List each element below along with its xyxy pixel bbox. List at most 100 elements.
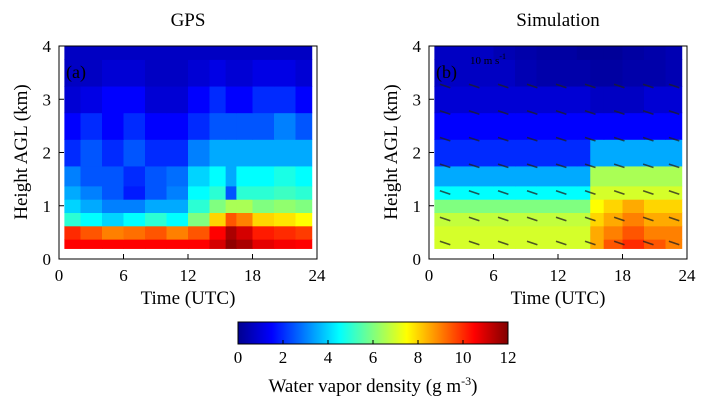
panel-gps-cell (274, 199, 297, 213)
panel-gps-cell (145, 239, 168, 249)
panel-gps-cell (64, 85, 82, 114)
panel-simulation-cell (622, 139, 645, 167)
wind-vector (642, 136, 654, 142)
panel-simulation-cell (450, 199, 473, 213)
panel-simulation-cell (576, 165, 591, 187)
panel-simulation-cell (590, 46, 605, 60)
panel-gps-cell (188, 212, 211, 227)
panel-simulation-ytick-label: 4 (413, 37, 422, 56)
panel-simulation-cell (515, 185, 538, 200)
panel-gps-cell (225, 139, 237, 167)
panel-simulation-cell (450, 212, 473, 227)
panel-gps-cell (274, 139, 297, 167)
panel-gps-cell (123, 165, 146, 187)
panel-gps-cell (225, 85, 237, 114)
panel-simulation-cell (590, 185, 605, 200)
panel-simulation-ylabel: Height AGL (km) (381, 84, 402, 219)
panel-simulation-cell (590, 165, 605, 187)
panel-simulation-cell (665, 139, 683, 167)
panel-gps-cell (123, 46, 146, 60)
panel-gps-cell (145, 199, 168, 213)
panel-simulation-cell (644, 199, 667, 213)
panel-simulation-cell (536, 212, 559, 227)
panel-gps-cell (80, 112, 103, 140)
panel-gps-xlabel: Time (UTC) (141, 288, 236, 309)
wind-vector (526, 189, 538, 195)
panel-simulation-cell (590, 225, 605, 240)
panel-gps-ytick-label: 3 (43, 90, 52, 109)
panel-simulation-cell (450, 85, 473, 114)
panel-gps-cell (102, 239, 125, 249)
panel-simulation-cell (450, 112, 473, 140)
panel-gps-cell (123, 212, 146, 227)
wind-vector (439, 136, 451, 142)
panel-gps-cell (252, 139, 275, 167)
panel-simulation-cell (622, 212, 645, 227)
panel-simulation-cell (644, 46, 667, 60)
panel-gps-cell (274, 239, 297, 249)
panel-gps-cell (80, 199, 103, 213)
panel-gps-cell (166, 165, 189, 187)
wind-vector (555, 163, 567, 169)
wind-vector (439, 83, 451, 89)
panel-gps-cell (64, 112, 82, 140)
panel-simulation-cell (515, 59, 538, 87)
wind-vector (439, 189, 451, 195)
panel-simulation-cell (536, 85, 559, 114)
panel-gps-cell (188, 85, 211, 114)
panel-gps-cell (236, 112, 254, 140)
panel-simulation-cell (665, 199, 683, 213)
panel-simulation-cell (493, 225, 516, 240)
panel-simulation-cell (536, 239, 559, 249)
panel-gps-cell (80, 46, 103, 60)
panel-simulation-cell (472, 112, 495, 140)
panel-gps-cell (145, 165, 168, 187)
panel-simulation-cell (493, 139, 516, 167)
panel-simulation-cell (515, 199, 538, 213)
panel-simulation-wind-vectors (439, 83, 680, 246)
panel-simulation-cell (558, 212, 578, 227)
colorbar-tick-label: 6 (369, 348, 378, 367)
panel-simulation-xtick-label: 0 (425, 266, 434, 285)
panel-gps-cell (209, 112, 227, 140)
panel-gps-cell (145, 112, 168, 140)
colorbar-tick-label: 10 (455, 348, 472, 367)
wind-vector (497, 163, 509, 169)
panel-simulation-cell (590, 139, 605, 167)
panel-simulation-cell (472, 139, 495, 167)
panel-gps-cell (209, 239, 227, 249)
panel-simulation-ytick-label: 1 (413, 197, 422, 216)
panel-gps-cell (236, 46, 254, 60)
wind-vector (555, 189, 567, 195)
panel-gps-cell (80, 185, 103, 200)
panel-gps-cell (252, 212, 275, 227)
panel-simulation-cell (590, 85, 605, 114)
panel-gps-cell (225, 239, 237, 249)
panel-gps-cell (145, 85, 168, 114)
panel-gps-cell (295, 59, 313, 87)
panel-gps-cell (295, 199, 313, 213)
panel-simulation-xtick-label: 12 (550, 266, 567, 285)
panel-simulation-cell (603, 165, 624, 187)
panel-simulation-cell (576, 46, 591, 60)
panel-simulation-cell (665, 46, 683, 60)
panel-gps-cell (102, 139, 125, 167)
panel-gps-cell (252, 199, 275, 213)
panel-gps-cell (209, 199, 227, 213)
panel-simulation-cell (603, 199, 624, 213)
panel-simulation-cell (450, 239, 473, 249)
panel-gps-cell (225, 225, 237, 240)
panel-simulation-cell (558, 199, 578, 213)
panel-simulation-cell (622, 199, 645, 213)
panel-simulation-cell (493, 199, 516, 213)
panel-gps-cell (145, 46, 168, 60)
panel-gps-cell (236, 165, 254, 187)
panel-gps-cell (295, 112, 313, 140)
panel-simulation-cell (590, 212, 605, 227)
wind-vector (468, 110, 480, 116)
panel-gps-cell (236, 212, 254, 227)
panel-simulation-cell (515, 112, 538, 140)
panel-gps-xtick-label: 12 (180, 266, 197, 285)
panel-gps-xtick-label: 24 (309, 266, 327, 285)
